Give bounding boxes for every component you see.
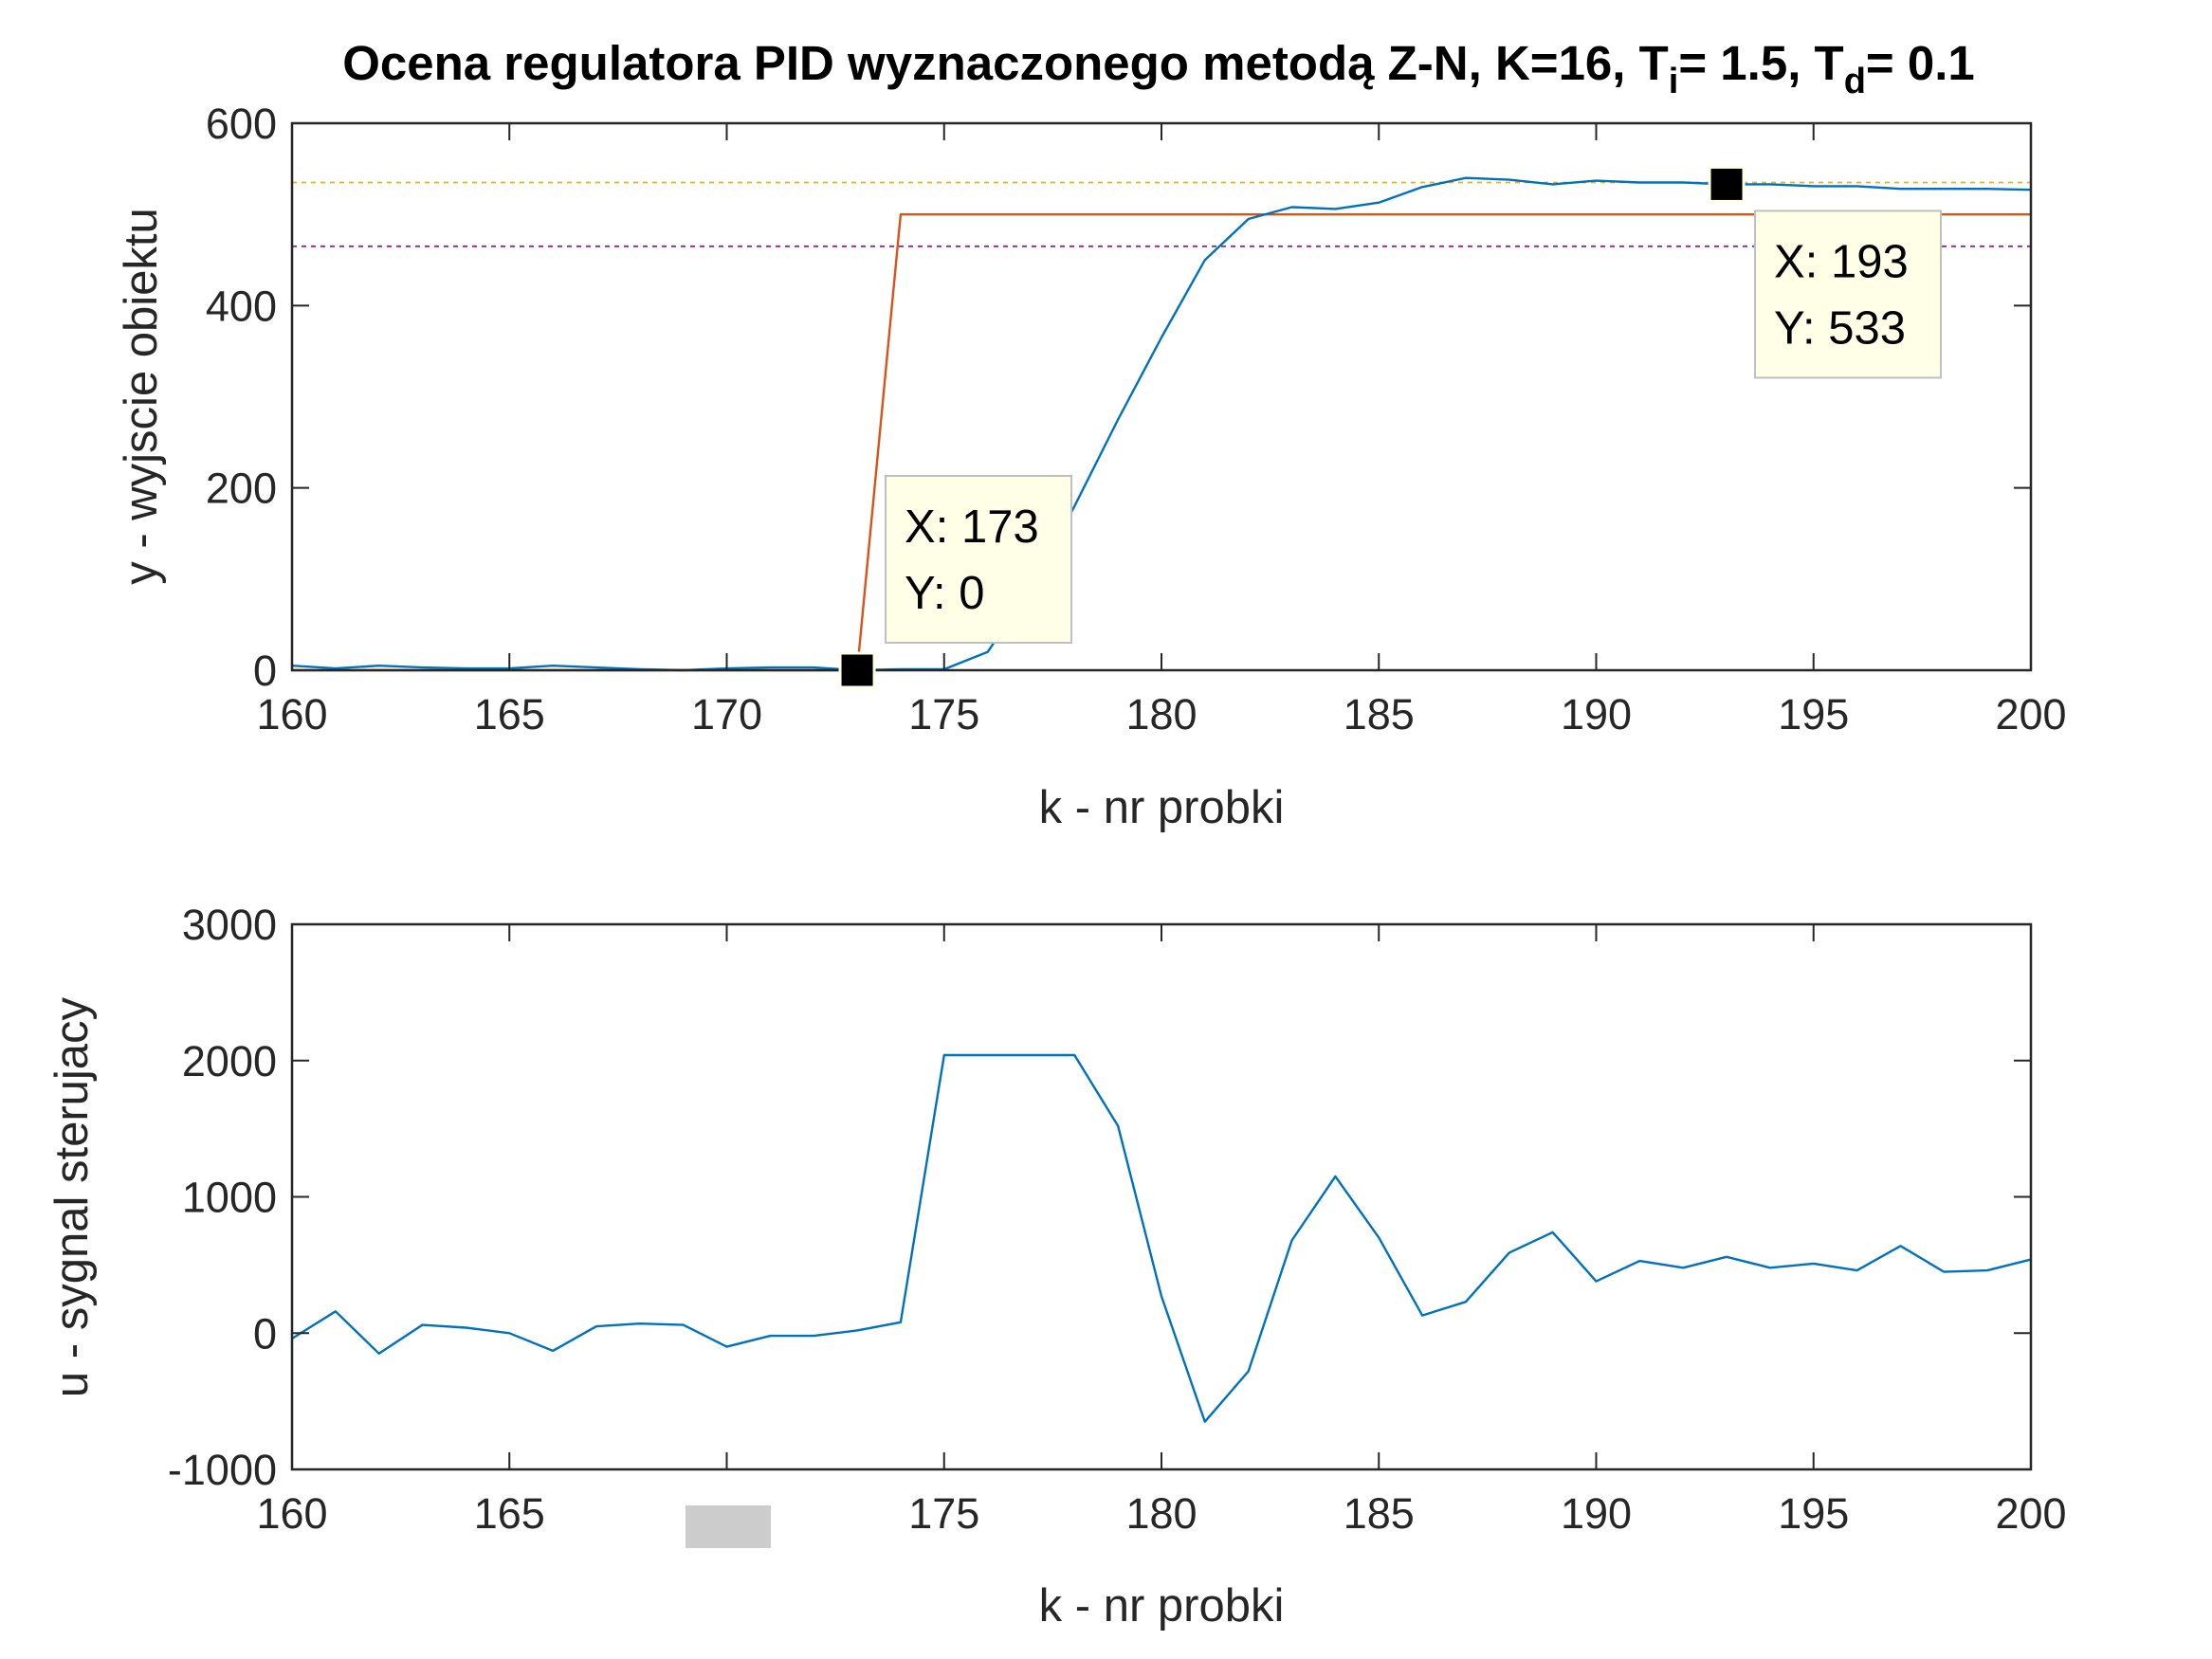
- bottom-x-tick-label: 200: [1995, 1489, 2066, 1538]
- bottom-y-tick-label: 3000: [182, 901, 277, 949]
- top-y-axis-label: y - wyjscie obiektu: [116, 208, 167, 585]
- top-y-tick-label: 0: [253, 647, 277, 695]
- top-y-tick-label: 400: [206, 282, 277, 330]
- datatip-y-text: Y: 533: [1774, 302, 1906, 354]
- datatip-y-text: Y: 0: [905, 568, 984, 619]
- top-x-tick-label: 160: [256, 690, 327, 738]
- top-x-tick-label: 180: [1125, 690, 1197, 738]
- bottom-y-tick-label: -1000: [168, 1446, 277, 1494]
- top-x-tick-label: 185: [1344, 690, 1415, 738]
- bottom-x-tick-label: 195: [1778, 1489, 1849, 1538]
- top-y-tick-label: 600: [206, 100, 277, 148]
- bottom-x-tick-label: 185: [1344, 1489, 1415, 1538]
- top-x-tick-label: 170: [691, 690, 762, 738]
- top-x-tick-label: 195: [1778, 690, 1849, 738]
- bottom-x-axis-label: k - nr probki: [1039, 1580, 1285, 1632]
- bottom-series-output-line: [291, 1053, 2032, 1423]
- top-x-axis-label: k - nr probki: [1039, 782, 1285, 833]
- bottom-x-tick-label: 175: [908, 1489, 979, 1538]
- bottom-x-tick-label: 165: [474, 1489, 545, 1538]
- bottom-y-tick-label: 0: [253, 1309, 277, 1358]
- figure-title: Ocena regulatora PID wyznaczonego metodą…: [342, 36, 1975, 101]
- top-x-tick-label: 200: [1995, 690, 2066, 738]
- bottom-plot-area[interactable]: [292, 924, 2031, 1469]
- datatip-box: [885, 475, 1073, 644]
- datatip-193[interactable]: X: 193 Y: 533: [1708, 165, 1943, 379]
- redacted-tick-label: [686, 1505, 771, 1548]
- datatip-box: [1754, 210, 1943, 379]
- bottom-y-axis-label: u - sygnal sterujacy: [46, 996, 98, 1397]
- datatip-x-text: X: 173: [905, 501, 1039, 553]
- bottom-x-tick-label: 180: [1125, 1489, 1197, 1538]
- bottom-x-tick-label: 160: [256, 1489, 327, 1538]
- top-x-tick-label: 165: [474, 690, 545, 738]
- top-plot-area[interactable]: [292, 123, 2031, 670]
- bottom-y-tick-label: 1000: [182, 1174, 277, 1222]
- top-x-tick-label: 190: [1561, 690, 1632, 738]
- bottom-y-tick-label: 2000: [182, 1037, 277, 1085]
- bottom-chart-panel: 160 165 175 180 185 190 195 200 -1000 0 1000 2000 30…: [46, 901, 2067, 1632]
- top-x-tick-label: 175: [908, 690, 979, 738]
- top-chart-panel: 160 165 170 175 180 185 190 195 200 0 200 400 600 X:…: [116, 100, 2067, 833]
- datatip-marker[interactable]: [838, 651, 876, 689]
- datatip-173[interactable]: X: 173 Y: 0: [838, 475, 1073, 689]
- datatip-marker[interactable]: [1708, 165, 1746, 203]
- bottom-x-tick-label: 190: [1561, 1489, 1632, 1538]
- top-y-tick-label: 200: [206, 465, 277, 513]
- datatip-x-text: X: 193: [1774, 236, 1909, 287]
